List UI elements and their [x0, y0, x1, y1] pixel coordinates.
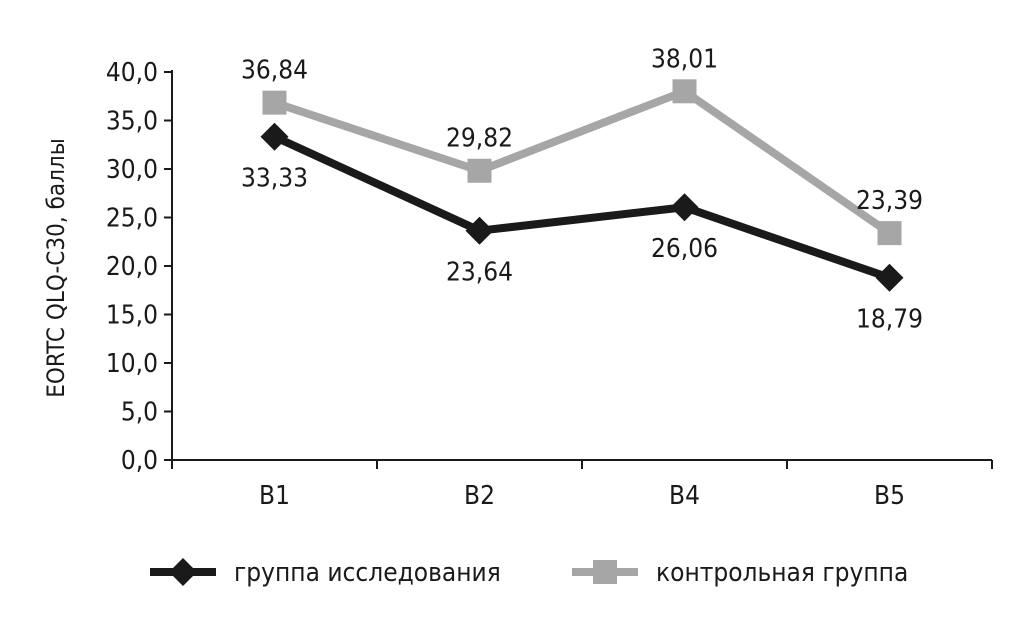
square-marker [877, 221, 902, 246]
legend-label: группа исследования [234, 558, 501, 588]
diamond-marker [260, 122, 289, 151]
series-line [272, 133, 891, 282]
data-label: 33,33 [241, 164, 308, 194]
data-label: 18,79 [856, 305, 923, 335]
series-line [273, 87, 892, 237]
series-control-group [262, 79, 902, 246]
series-study-group [260, 122, 904, 292]
y-tick-label: 20,0 [106, 252, 158, 282]
data-label: 36,84 [241, 56, 308, 86]
data-label: 26,06 [651, 234, 718, 264]
y-tick-label: 0,0 [121, 446, 158, 476]
data-label: 23,64 [446, 258, 513, 288]
legend-label: контрольная группа [656, 558, 908, 588]
data-labels: 33,33 23,64 26,06 18,79 36,84 29,82 38,01 23,39 [241, 44, 923, 334]
y-axis: 0,0 5,0 10,0 15,0 20,0 25,0 30,0 35,0 40,0 [106, 58, 173, 476]
x-axis: B1 B2 B4 B5 [171, 459, 993, 511]
x-tick-label: B2 [464, 481, 495, 511]
legend-square-marker [593, 560, 617, 584]
data-label: 23,39 [856, 186, 923, 216]
y-tick-label: 5,0 [121, 398, 158, 428]
square-marker [672, 79, 697, 104]
diamond-marker [670, 193, 699, 222]
diamond-marker [875, 263, 904, 292]
square-marker [467, 158, 492, 183]
x-tick-label: B5 [874, 481, 905, 511]
y-tick-label: 30,0 [106, 155, 158, 185]
square-marker [262, 90, 287, 115]
legend: группа исследования контрольная группа [150, 558, 908, 588]
series-layer [260, 79, 904, 292]
legend-diamond-marker [169, 558, 197, 586]
y-tick-label: 10,0 [106, 349, 158, 379]
y-axis-title: EORTC QLQ-C30, баллы [42, 138, 70, 398]
x-tick-label: B1 [259, 481, 290, 511]
diamond-marker [465, 216, 494, 245]
y-tick-label: 15,0 [106, 301, 158, 331]
data-label: 29,82 [446, 124, 513, 154]
legend-item: группа исследования [150, 558, 501, 588]
y-tick-label: 40,0 [106, 58, 158, 88]
y-tick-label: 35,0 [106, 107, 158, 137]
legend-item: контрольная группа [572, 558, 908, 588]
x-tick-label: B4 [669, 481, 700, 511]
data-label: 38,01 [651, 44, 718, 74]
y-tick-label: 25,0 [106, 204, 158, 234]
